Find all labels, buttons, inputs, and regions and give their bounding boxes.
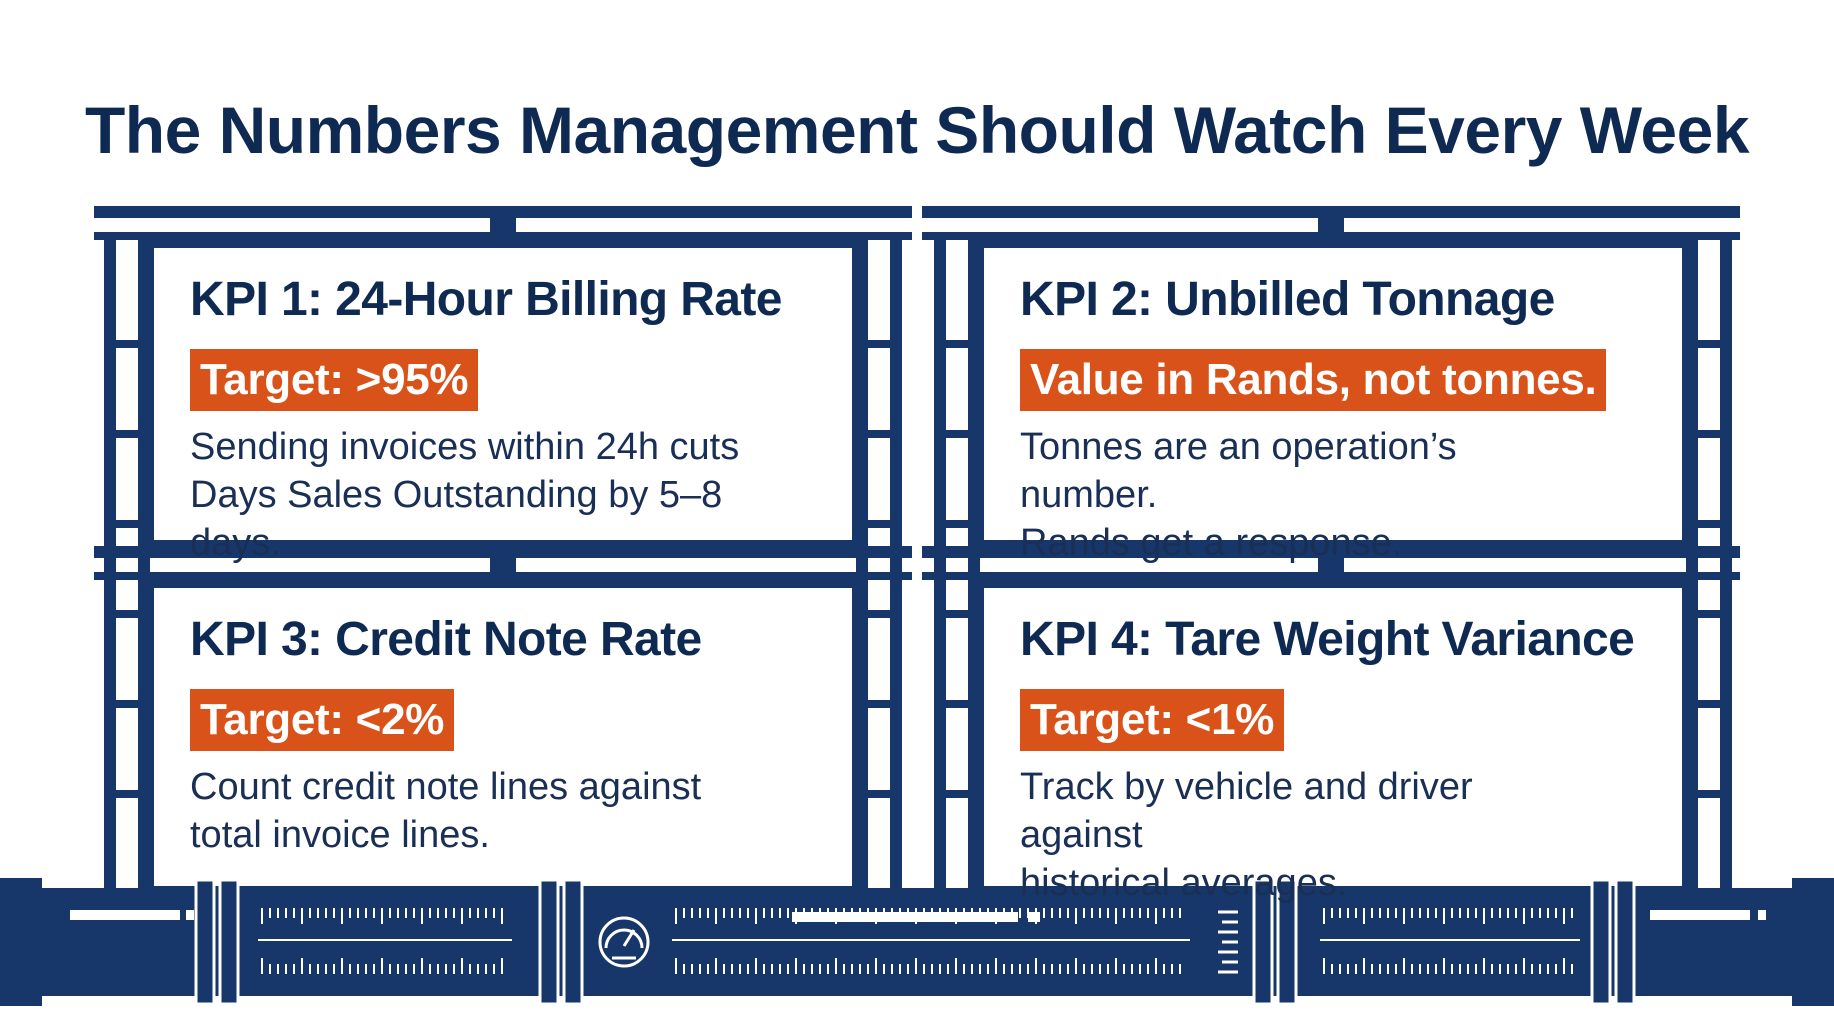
kpi-description-line: Count credit note lines against [190, 766, 702, 808]
kpi-description: Sending invoices within 24h cuts Days Sa… [190, 423, 770, 567]
kpi-description-line: total invoice lines. [190, 814, 490, 856]
mid-beam-left-joint [490, 556, 516, 580]
kpi-target-badge: Target: >95% [190, 349, 479, 411]
kpi-card-3: KPI 3: Credit Note Rate Target: <2% Coun… [150, 584, 810, 884]
kpi-description-line: Days Sales Outstanding by 5–8 days. [190, 474, 723, 564]
gauge-icon [598, 916, 650, 968]
kpi-target-badge: Target: <1% [1020, 689, 1285, 751]
kpi-card-4: KPI 4: Tare Weight Variance Target: <1% … [980, 584, 1640, 904]
ladder-center-right [934, 238, 980, 890]
kpi-description-line: Track by vehicle and driver against [1020, 766, 1473, 856]
top-beam-right [922, 206, 1740, 218]
kpi-heading: KPI 3: Credit Note Rate [190, 613, 702, 666]
kpi-card-1: KPI 1: 24-Hour Billing Rate Target: >95%… [150, 244, 810, 564]
ladder-right [1686, 238, 1732, 890]
mid-beam-right [922, 546, 1740, 558]
kpi-heading: KPI 4: Tare Weight Variance [1020, 613, 1635, 666]
kpi-description: Track by vehicle and driver against hist… [1020, 763, 1600, 907]
top-beam-right-joint [1318, 214, 1344, 238]
page-title: The Numbers Management Should Watch Ever… [84, 93, 1750, 167]
ladder-center-left [856, 238, 902, 890]
top-beam-left-joint [490, 214, 516, 238]
kpi-description-line: Rands get a response. [1020, 522, 1403, 564]
top-beam-left [94, 206, 912, 218]
kpi-description-line: Tonnes are an operation’s number. [1020, 426, 1457, 516]
mid-beam-right-joint [1318, 556, 1344, 580]
kpi-target-badge: Target: <2% [190, 689, 455, 751]
pipeline [0, 878, 1834, 1006]
kpi-description-line: historical averages. [1020, 862, 1348, 904]
kpi-target-badge: Value in Rands, not tonnes. [1020, 349, 1607, 411]
ladder-left [104, 238, 150, 890]
kpi-description-line: Sending invoices within 24h cuts [190, 426, 740, 468]
kpi-card-2: KPI 2: Unbilled Tonnage Value in Rands, … [980, 244, 1640, 564]
mid-beam-left [94, 546, 912, 558]
kpi-heading: KPI 2: Unbilled Tonnage [1020, 273, 1555, 326]
kpi-description: Tonnes are an operation’s number. Rands … [1020, 423, 1600, 567]
kpi-heading: KPI 1: 24-Hour Billing Rate [190, 273, 782, 326]
kpi-description: Count credit note lines against total in… [190, 763, 770, 859]
